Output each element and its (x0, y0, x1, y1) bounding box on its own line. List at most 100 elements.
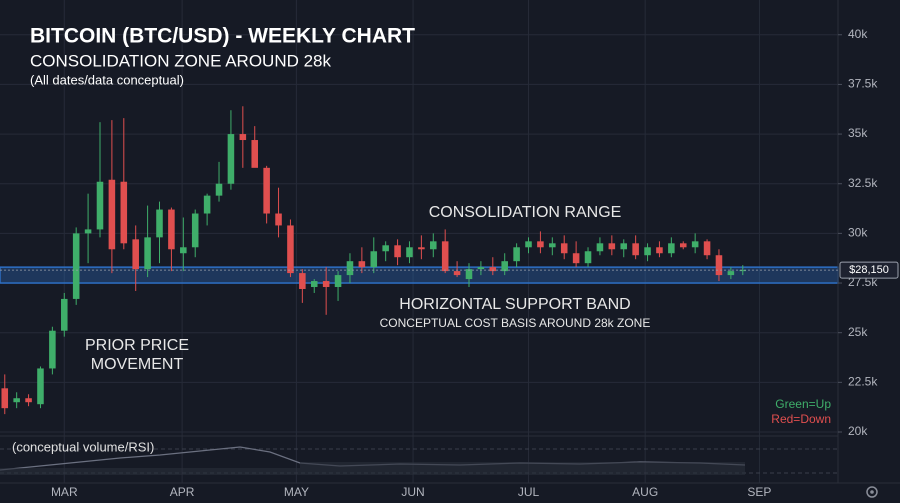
x-tick-label: MAR (51, 485, 78, 499)
last-price-label: $28,150 (849, 264, 889, 276)
candle-body (322, 281, 330, 288)
y-tick-label: 25k (848, 325, 868, 339)
annotation: CONSOLIDATION RANGE (429, 204, 622, 221)
support-band (0, 266, 839, 284)
candle-body (537, 241, 544, 248)
last-price-box (839, 261, 899, 279)
candle-body (156, 209, 163, 238)
candle-body (620, 243, 628, 250)
candle-body (239, 134, 247, 141)
candle-body (418, 247, 425, 250)
annotation: PRIOR PRICE (85, 337, 189, 354)
candle-body (382, 245, 389, 252)
candle-body (441, 241, 449, 272)
candle-body (1, 388, 9, 409)
candle-body (489, 267, 497, 272)
candle-body (310, 281, 318, 288)
candle-body (703, 241, 711, 256)
candle-body (215, 183, 223, 196)
support-band-layer (0, 266, 839, 284)
candle-body (275, 213, 282, 226)
candle-body (656, 247, 663, 254)
y-tick-label: 22.5k (848, 375, 878, 389)
annotation: HORIZONTAL SUPPORT BAND (399, 296, 630, 313)
x-tick-label: JUN (401, 485, 424, 499)
candle-body (25, 398, 32, 403)
candle-body (358, 261, 366, 268)
chart-note: (All dates/data conceptual) (30, 72, 184, 87)
chart-subtitle: CONSOLIDATION ZONE AROUND 28k (30, 51, 332, 70)
candle-body (61, 298, 68, 331)
candle-body (739, 270, 747, 272)
candle-body (513, 247, 520, 262)
candle-body (334, 275, 342, 288)
candle-body (608, 243, 616, 250)
candle-body (465, 269, 473, 280)
candle-body (501, 261, 508, 272)
y-tick-label: 40k (848, 27, 868, 41)
y-tick-label: 20k (848, 424, 868, 438)
legend-down: Red=Down (771, 412, 831, 426)
candle-body (453, 271, 461, 276)
settings-icon-center[interactable] (870, 490, 874, 494)
annotation: CONCEPTUAL COST BASIS AROUND 28k ZONE (380, 316, 651, 330)
candle-body (96, 181, 104, 230)
candle-body (346, 261, 354, 276)
candles (1, 106, 747, 415)
candle-body (227, 134, 235, 184)
x-tick-label: SEP (747, 485, 771, 499)
x-tick-label: JUL (518, 485, 540, 499)
candle-body (287, 225, 294, 274)
chart-title: BITCOIN (BTC/USD) - WEEKLY CHART (30, 25, 415, 48)
candle-body (203, 195, 211, 214)
candle-body (84, 229, 92, 234)
candle-body (299, 273, 306, 289)
candle-body (251, 140, 259, 168)
candle-body (644, 247, 651, 256)
candle-body (477, 267, 485, 270)
candle-body (668, 243, 675, 254)
candle-body (168, 209, 175, 250)
y-tick-label: 30k (848, 226, 868, 240)
x-tick-label: APR (170, 485, 195, 499)
settings-icon[interactable] (866, 486, 878, 498)
candle-body (37, 368, 44, 405)
candle-body (560, 243, 568, 254)
candle-body (49, 330, 56, 369)
candle-body (430, 241, 437, 250)
candle-body (679, 243, 687, 248)
grid (0, 0, 838, 483)
y-tick-label: 27.5k (848, 275, 878, 289)
candle-body (549, 243, 556, 248)
candle-body (584, 251, 592, 264)
x-tick-label: MAY (284, 485, 309, 499)
settings-icon-ring[interactable] (866, 486, 878, 498)
indicator-label: (conceptual volume/RSI) (12, 439, 154, 454)
candle-body (108, 179, 116, 250)
candle-body (715, 255, 723, 276)
candle-body (263, 167, 270, 214)
candle-body (180, 247, 187, 254)
candle-body (72, 233, 80, 299)
candle-body (13, 398, 20, 403)
y-tick-label: 32.5k (848, 176, 878, 190)
candle-body (727, 271, 735, 276)
legend-up: Green=Up (775, 397, 831, 411)
annotation: MOVEMENT (91, 356, 184, 373)
candle-body (132, 239, 139, 270)
indicator-volume (0, 462, 745, 475)
x-tick-label: AUG (632, 485, 658, 499)
candle-body (406, 247, 413, 258)
candle-body (120, 181, 128, 244)
candle-body (596, 243, 604, 252)
ticks: 20k 22.5k 25k 27.5k 30k 32.5k 35k 37.5k 40k MAR AP… (0, 27, 899, 499)
candle-body (691, 241, 699, 248)
candle-body (144, 237, 151, 270)
candle-body (394, 245, 401, 258)
candle-body (370, 251, 378, 268)
y-tick-label: 35k (848, 126, 868, 140)
candle-body (191, 213, 199, 248)
candle-body (572, 253, 580, 264)
